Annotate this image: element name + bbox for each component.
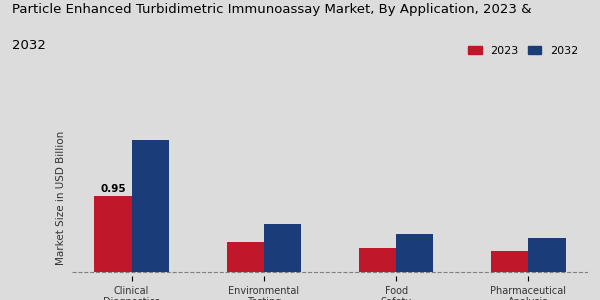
Text: 0.95: 0.95 [100,184,126,194]
Bar [491,251,529,272]
Text: Particle Enhanced Turbidimetric Immunoassay Market, By Application, 2023 &: Particle Enhanced Turbidimetric Immunoas… [12,3,532,16]
Bar [396,233,433,272]
Bar [227,242,264,272]
Bar [94,196,131,272]
Bar [529,238,566,272]
Text: 2032: 2032 [12,39,46,52]
Bar [264,224,301,272]
Bar [359,248,396,272]
Bar [131,140,169,272]
Y-axis label: Market Size in USD Billion: Market Size in USD Billion [56,131,67,265]
Legend: 2023, 2032: 2023, 2032 [464,42,583,61]
